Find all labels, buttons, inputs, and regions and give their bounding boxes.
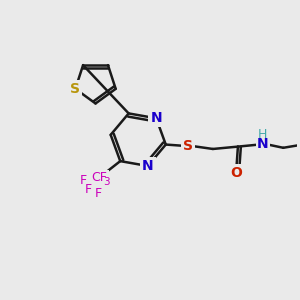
- Text: N: N: [150, 111, 162, 125]
- Text: F: F: [94, 187, 102, 200]
- Text: N: N: [257, 137, 268, 151]
- Text: O: O: [230, 166, 242, 179]
- Text: F: F: [85, 183, 92, 196]
- Text: F: F: [80, 174, 87, 187]
- Text: S: S: [70, 82, 80, 96]
- Text: S: S: [183, 139, 193, 153]
- Text: H: H: [258, 128, 267, 141]
- Text: N: N: [142, 159, 154, 173]
- Text: 3: 3: [103, 177, 110, 187]
- Text: CF: CF: [92, 171, 108, 184]
